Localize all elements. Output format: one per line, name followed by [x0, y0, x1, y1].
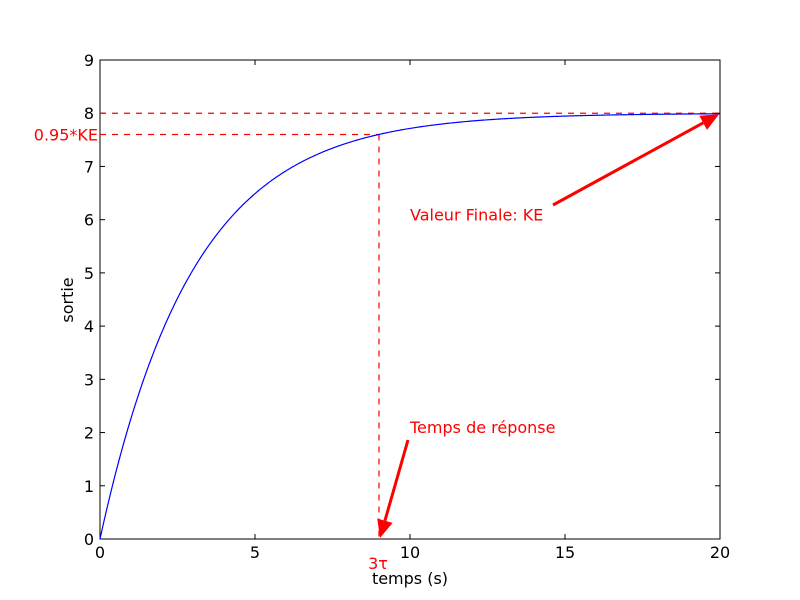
y-tick-label: 3 — [84, 370, 94, 389]
y-tick-label: 0 — [84, 530, 94, 549]
x-3tau-label: 3τ — [368, 554, 388, 573]
y-tick-label: 6 — [84, 211, 94, 230]
x-tick-label: 20 — [710, 543, 730, 562]
y-tick-label: 7 — [84, 157, 94, 176]
annotations: 0.95*KE 3τ Valeur Finale: KE Temps de répon… — [34, 114, 719, 573]
plot-area — [99, 59, 721, 540]
axis-ticks: 0 5 10 15 20 0 1 2 3 4 5 6 7 8 9 — [84, 51, 730, 562]
y-tick-label: 5 — [84, 264, 94, 283]
y-axis-label: sortie — [58, 277, 77, 322]
x-tick-label: 10 — [400, 543, 420, 562]
reference-lines — [100, 112, 720, 539]
final-value-arrow-shaft — [552, 121, 704, 207]
x-tick-label: 15 — [555, 543, 575, 562]
series-line — [99, 113, 721, 540]
y-tick-label: 4 — [84, 317, 94, 336]
response-time-annotation: Temps de réponse — [409, 418, 555, 437]
final-value-arrow-head — [699, 114, 719, 130]
y-095-label: 0.95*KE — [34, 126, 98, 145]
x-tick-label: 0 — [95, 543, 105, 562]
y-tick-label: 8 — [84, 104, 94, 123]
final-value-annotation: Valeur Finale: KE — [410, 205, 543, 224]
x-tick-label: 5 — [250, 543, 260, 562]
y-tick-label: 2 — [84, 424, 94, 443]
y-tick-label: 9 — [84, 51, 94, 70]
response-time-arrow-shaft — [383, 439, 410, 522]
y-tick-label: 1 — [84, 477, 94, 496]
response-time-arrow-head — [377, 518, 393, 538]
x-axis-label: temps (s) — [372, 569, 448, 588]
